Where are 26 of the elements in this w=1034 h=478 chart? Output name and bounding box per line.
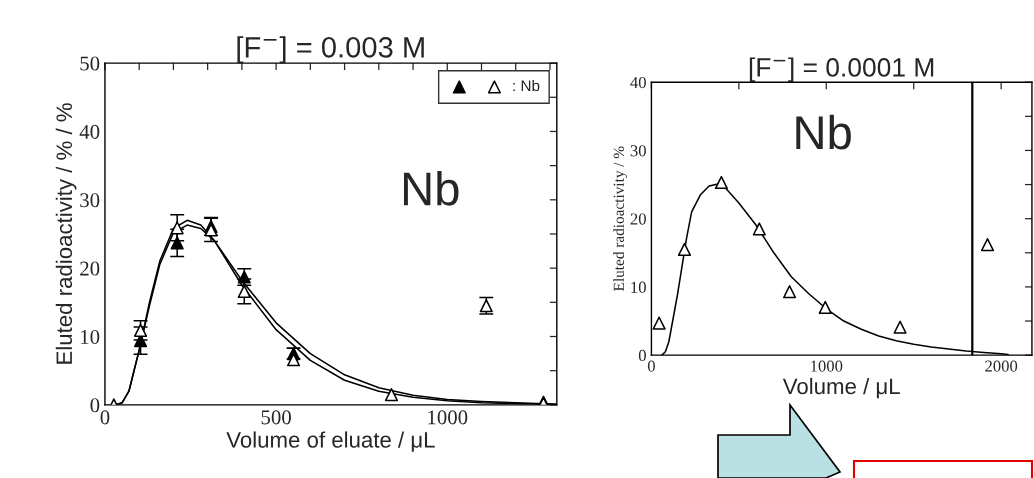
x-axis-title: Volume of eluate / μL [226,431,435,452]
x-axis-title: Volume / μL [782,377,900,399]
y-tick-label: 40 [79,124,100,139]
y-tick-label: 20 [630,213,646,225]
x-tick-label: 0 [100,410,110,425]
y-tick-label: 30 [630,145,646,157]
chart-title: [F$^{−}$] = 0.003 M [237,36,424,64]
y-tick-label: 20 [80,261,100,276]
x-tick-label: 0 [647,360,655,372]
y-tick-label: 10 [81,329,100,344]
y-axis-title: Eluted radioactivity / % / % [55,103,77,364]
legend-label: : Nb [513,79,540,92]
y-tick-label: 0 [90,398,100,413]
chart-title: [F$^{−}$] = 0.0001 M [749,57,934,82]
x-tick-label: 1000 [428,410,468,425]
y-tick-label: 30 [80,193,100,208]
x-tick-label: 2000 [985,360,1018,372]
annotation: Nb [403,170,459,206]
annotation: Nb [796,114,851,150]
x-tick-label: 500 [261,410,291,425]
y-tick-label: 10 [631,281,646,293]
y-tick-label: 50 [80,56,100,71]
y-axis-title: Eluted radioactivity / % [613,146,628,291]
x-tick-label: 1000 [811,360,843,372]
y-tick-label: 40 [630,76,646,89]
y-tick-label: 0 [638,349,646,362]
